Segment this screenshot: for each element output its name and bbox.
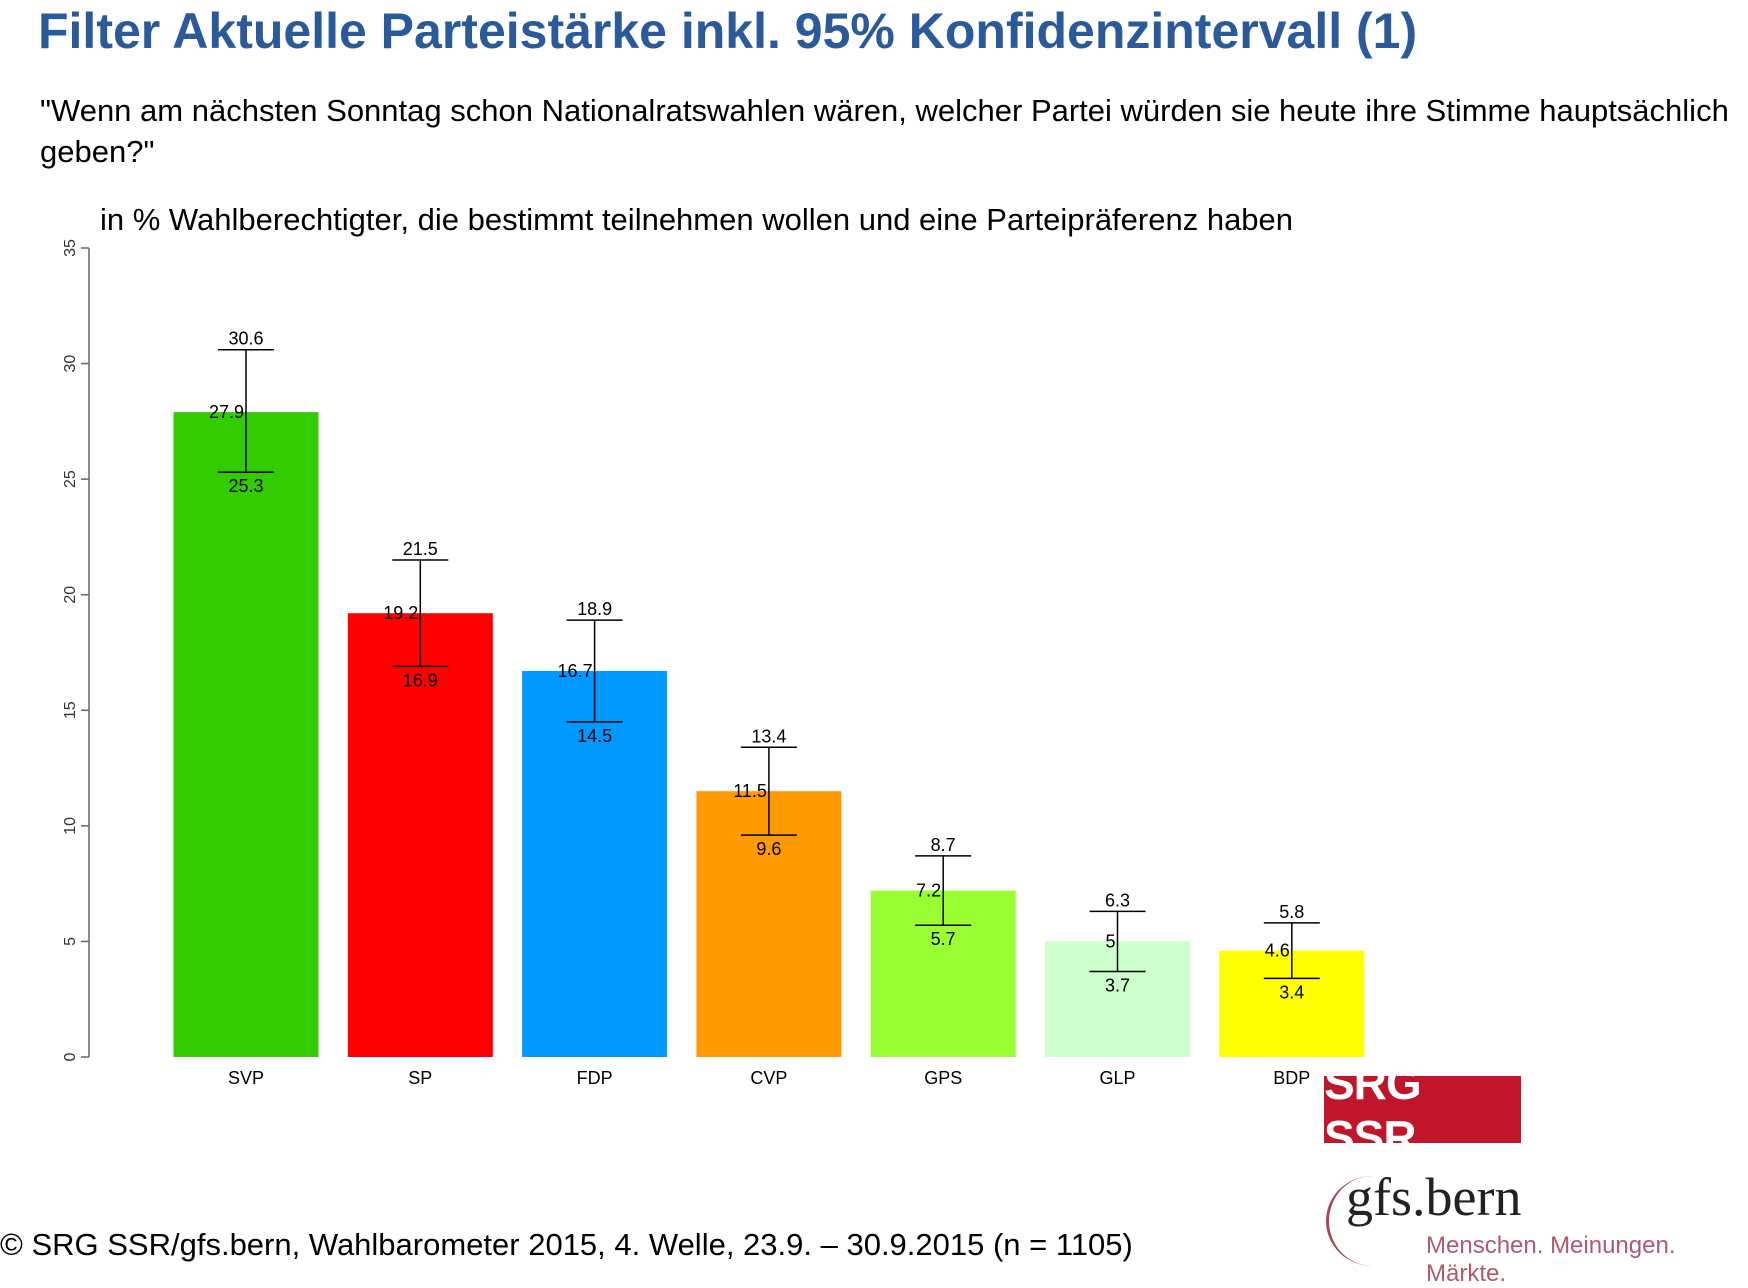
ci-lower-label: 9.6 — [756, 839, 781, 859]
y-tick-label: 30 — [62, 355, 79, 373]
ci-upper-label: 30.6 — [228, 329, 263, 349]
y-tick-label: 25 — [62, 470, 79, 488]
ci-lower-label: 3.4 — [1279, 982, 1304, 1002]
gfs-bern-logo: gfs.bern Menschen. Meinungen. Märkte. — [1318, 1167, 1748, 1287]
value-label: 7.2 — [916, 881, 941, 901]
ci-upper-label: 8.7 — [931, 835, 956, 855]
value-label: 19.2 — [383, 603, 418, 623]
y-tick-label: 35 — [62, 239, 79, 257]
survey-question: "Wenn am nächsten Sonntag schon National… — [40, 93, 1729, 169]
x-tick-label: SP — [408, 1068, 432, 1088]
y-tick-label: 20 — [62, 586, 79, 604]
value-label: 16.7 — [558, 661, 593, 681]
ci-lower-label: 16.9 — [403, 670, 438, 690]
y-tick-label: 0 — [62, 1052, 79, 1061]
logo-arc — [1326, 1176, 1419, 1266]
x-tick-label: SVP — [228, 1068, 264, 1088]
value-label: 27.9 — [209, 402, 244, 422]
x-tick-label: GLP — [1099, 1068, 1135, 1088]
ci-lower-label: 5.7 — [931, 929, 956, 949]
y-tick-label: 5 — [62, 937, 79, 946]
bar-sp — [347, 613, 493, 1057]
value-label: 4.6 — [1265, 941, 1290, 961]
y-tick-label: 15 — [62, 701, 79, 719]
ci-upper-label: 6.3 — [1105, 890, 1130, 910]
ci-lower-label: 3.7 — [1105, 975, 1130, 995]
value-label: 5 — [1105, 931, 1115, 951]
x-tick-label: CVP — [750, 1068, 787, 1088]
x-tick-label: FDP — [577, 1068, 613, 1088]
page-title: Filter Aktuelle Parteistärke inkl. 95% K… — [38, 3, 1418, 59]
x-tick-label: GPS — [924, 1068, 962, 1088]
ci-lower-label: 14.5 — [577, 726, 612, 746]
logo-tagline: Menschen. Meinungen. Märkte. — [1426, 1232, 1676, 1287]
bar-svp — [173, 412, 319, 1057]
ci-lower-label: 25.3 — [228, 476, 263, 496]
x-tick-label: BDP — [1273, 1068, 1310, 1088]
chart-subtitle: in % Wahlberechtigter, die bestimmt teil… — [100, 202, 1294, 237]
value-label: 11.5 — [733, 781, 767, 801]
logo-name: gfs.bern — [1346, 1167, 1522, 1227]
ci-upper-label: 21.5 — [403, 539, 438, 559]
ci-upper-label: 5.8 — [1279, 902, 1304, 922]
y-tick-label: 10 — [62, 817, 79, 835]
ci-upper-label: 13.4 — [751, 726, 786, 746]
bar-fdp — [522, 670, 668, 1057]
ci-upper-label: 18.9 — [577, 599, 612, 619]
srg-ssr-logo: SRG SSR — [1324, 1057, 1521, 1163]
footer-copyright: © SRG SSR/gfs.bern, Wahlbarometer 2015, … — [0, 1227, 1133, 1262]
